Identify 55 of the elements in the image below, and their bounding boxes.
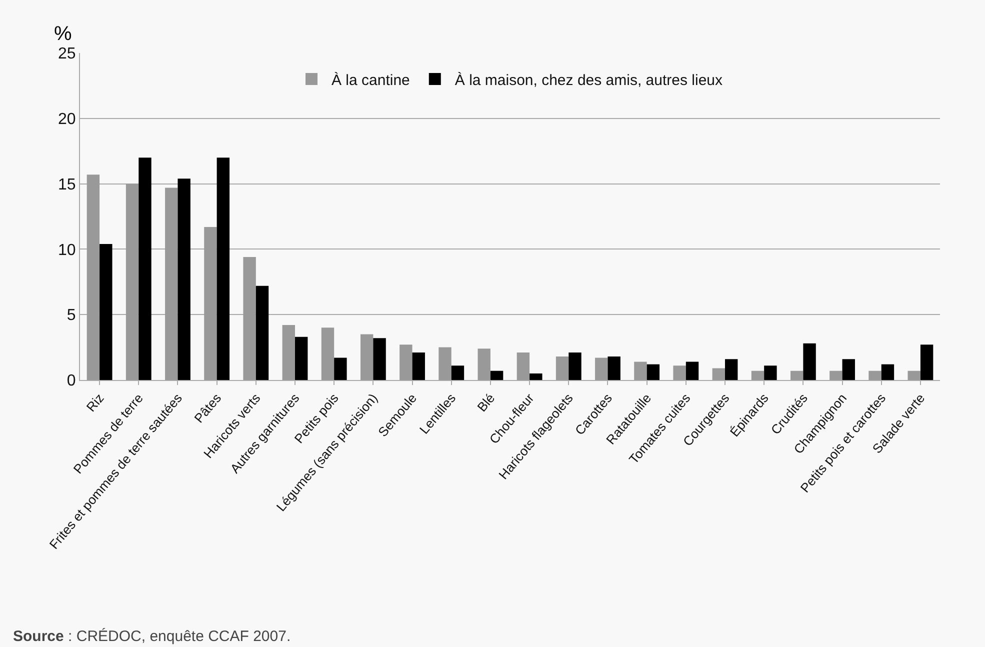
bar — [842, 359, 855, 380]
bar — [595, 358, 608, 380]
bar — [334, 358, 347, 380]
bar — [490, 370, 504, 380]
bar — [830, 370, 842, 380]
y-tick-label: 0 — [66, 372, 76, 390]
bar — [568, 352, 582, 380]
bar — [751, 370, 764, 380]
bar — [282, 325, 295, 380]
legend-label: À la maison, chez des amis, autres lieux — [454, 70, 724, 89]
bar — [556, 356, 569, 380]
bar — [178, 178, 190, 380]
bar — [138, 158, 152, 380]
y-tick-label: 5 — [66, 307, 76, 324]
bar — [608, 356, 620, 380]
bar — [86, 174, 100, 380]
bar — [321, 328, 334, 380]
y-tick-label: 25 — [58, 46, 76, 63]
bar — [686, 362, 699, 380]
bar — [725, 359, 738, 380]
bar — [646, 364, 660, 380]
legend-label: À la cantine — [332, 70, 410, 89]
bar — [803, 343, 816, 380]
bar — [243, 257, 256, 380]
bar — [881, 364, 894, 380]
bar — [712, 368, 725, 380]
bar — [908, 370, 920, 380]
bar — [438, 347, 452, 380]
bar — [868, 370, 882, 380]
bar — [516, 352, 530, 380]
source-note: Source : CRÉDOC, enquête CCAF 2007. — [13, 627, 291, 645]
bar — [920, 344, 934, 380]
x-tick-label: Riz — [83, 390, 107, 415]
bar — [400, 344, 412, 380]
bar — [256, 286, 269, 380]
bar — [126, 184, 139, 380]
bar — [412, 352, 425, 380]
bar — [373, 338, 386, 380]
bar — [764, 366, 777, 380]
bar — [673, 366, 686, 380]
bar — [165, 188, 178, 380]
bar — [360, 334, 374, 380]
bar — [478, 348, 490, 380]
y-tick-label: 15 — [58, 176, 76, 194]
y-tick-label: 20 — [58, 111, 76, 128]
bar — [295, 336, 308, 380]
bar — [634, 362, 647, 380]
bar — [216, 158, 230, 380]
y-axis-title: % — [54, 23, 72, 45]
bar — [530, 373, 542, 380]
y-tick-label: 10 — [58, 242, 76, 259]
bar — [100, 244, 112, 380]
bar — [204, 226, 217, 380]
bar — [451, 366, 464, 380]
bar — [790, 370, 804, 380]
